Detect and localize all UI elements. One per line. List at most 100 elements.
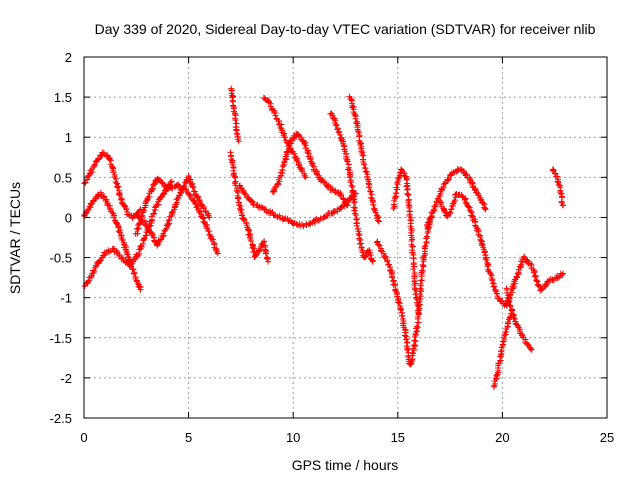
data-point [256, 247, 263, 254]
data-point [233, 130, 240, 137]
data-point [126, 257, 133, 264]
data-point [404, 190, 411, 197]
data-point [301, 172, 308, 179]
data-point [491, 286, 498, 293]
data-point [150, 210, 157, 217]
data-point [390, 278, 397, 285]
data-point [159, 179, 166, 186]
data-point [247, 237, 254, 244]
data-point [167, 179, 174, 186]
data-point [560, 270, 567, 277]
data-point [493, 290, 500, 297]
data-point [91, 268, 98, 275]
data-point [397, 306, 404, 313]
series-arc-p [436, 190, 567, 309]
y-tick-label: 1 [65, 130, 72, 145]
data-point [174, 199, 181, 206]
data-point [559, 194, 566, 201]
data-point [168, 209, 175, 216]
data-point [281, 158, 288, 165]
data-point [131, 270, 138, 277]
data-point [364, 173, 371, 180]
data-point [375, 218, 382, 225]
data-point [137, 286, 144, 293]
data-point [240, 216, 247, 223]
data-point [489, 280, 496, 287]
y-tick-label: -1 [60, 291, 72, 306]
data-point [482, 206, 489, 213]
data-point [407, 223, 414, 230]
data-point [116, 192, 123, 199]
data-point [91, 162, 98, 169]
y-tick-label: 2 [65, 50, 72, 65]
data-point [427, 213, 434, 220]
data-point [398, 312, 405, 319]
series-arc-o [424, 166, 489, 230]
data-point [144, 196, 151, 203]
data-point [351, 198, 358, 205]
data-point [265, 258, 272, 265]
data-point [201, 218, 208, 225]
data-point [425, 219, 432, 226]
data-point [90, 267, 97, 274]
data-point [393, 184, 400, 191]
data-point [242, 191, 249, 198]
data-point [340, 195, 347, 202]
data-point [405, 196, 412, 203]
data-point [228, 156, 235, 163]
data-point [241, 190, 248, 197]
data-point [538, 286, 545, 293]
x-tick-label: 0 [80, 430, 87, 445]
data-point [263, 206, 270, 213]
data-point [206, 214, 213, 221]
data-point [106, 156, 113, 163]
data-point [110, 169, 117, 176]
data-point [414, 324, 421, 331]
data-point [367, 249, 374, 256]
data-point [481, 205, 488, 212]
y-tick-label: -0.5 [50, 251, 72, 266]
data-point [115, 183, 122, 190]
series-arc-a [81, 149, 144, 221]
series-arc-d [132, 175, 221, 257]
data-point [126, 260, 133, 267]
data-point [112, 217, 119, 224]
data-point [114, 184, 121, 191]
data-point [84, 176, 91, 183]
data-points [81, 85, 567, 390]
data-point [514, 274, 521, 281]
data-point [331, 115, 338, 122]
data-point [369, 258, 376, 265]
data-point [462, 199, 469, 206]
data-point [478, 196, 485, 203]
data-point [337, 205, 344, 212]
data-point [370, 201, 377, 208]
data-point [84, 279, 91, 286]
data-point [344, 202, 351, 209]
data-point [165, 217, 172, 224]
data-point [186, 191, 193, 198]
data-point [381, 254, 388, 261]
data-point [425, 218, 432, 225]
data-point [507, 302, 514, 309]
data-point [501, 332, 508, 339]
data-point [352, 115, 359, 122]
data-point [544, 279, 551, 286]
data-point [229, 94, 236, 101]
data-point [468, 209, 475, 216]
data-point [374, 217, 381, 224]
y-tick-label: -1.5 [50, 331, 72, 346]
data-point [422, 242, 429, 249]
data-point [134, 210, 141, 217]
data-point [235, 138, 242, 145]
data-point [309, 162, 316, 169]
series-arc-m [373, 214, 435, 368]
y-tick-label: 0.5 [54, 170, 72, 185]
series-arc-f [227, 149, 272, 265]
series-arc-q [490, 310, 514, 390]
data-point [232, 116, 239, 123]
data-point [355, 129, 362, 136]
data-point [461, 197, 468, 204]
series-arc-e [133, 173, 213, 249]
data-point [351, 210, 358, 217]
